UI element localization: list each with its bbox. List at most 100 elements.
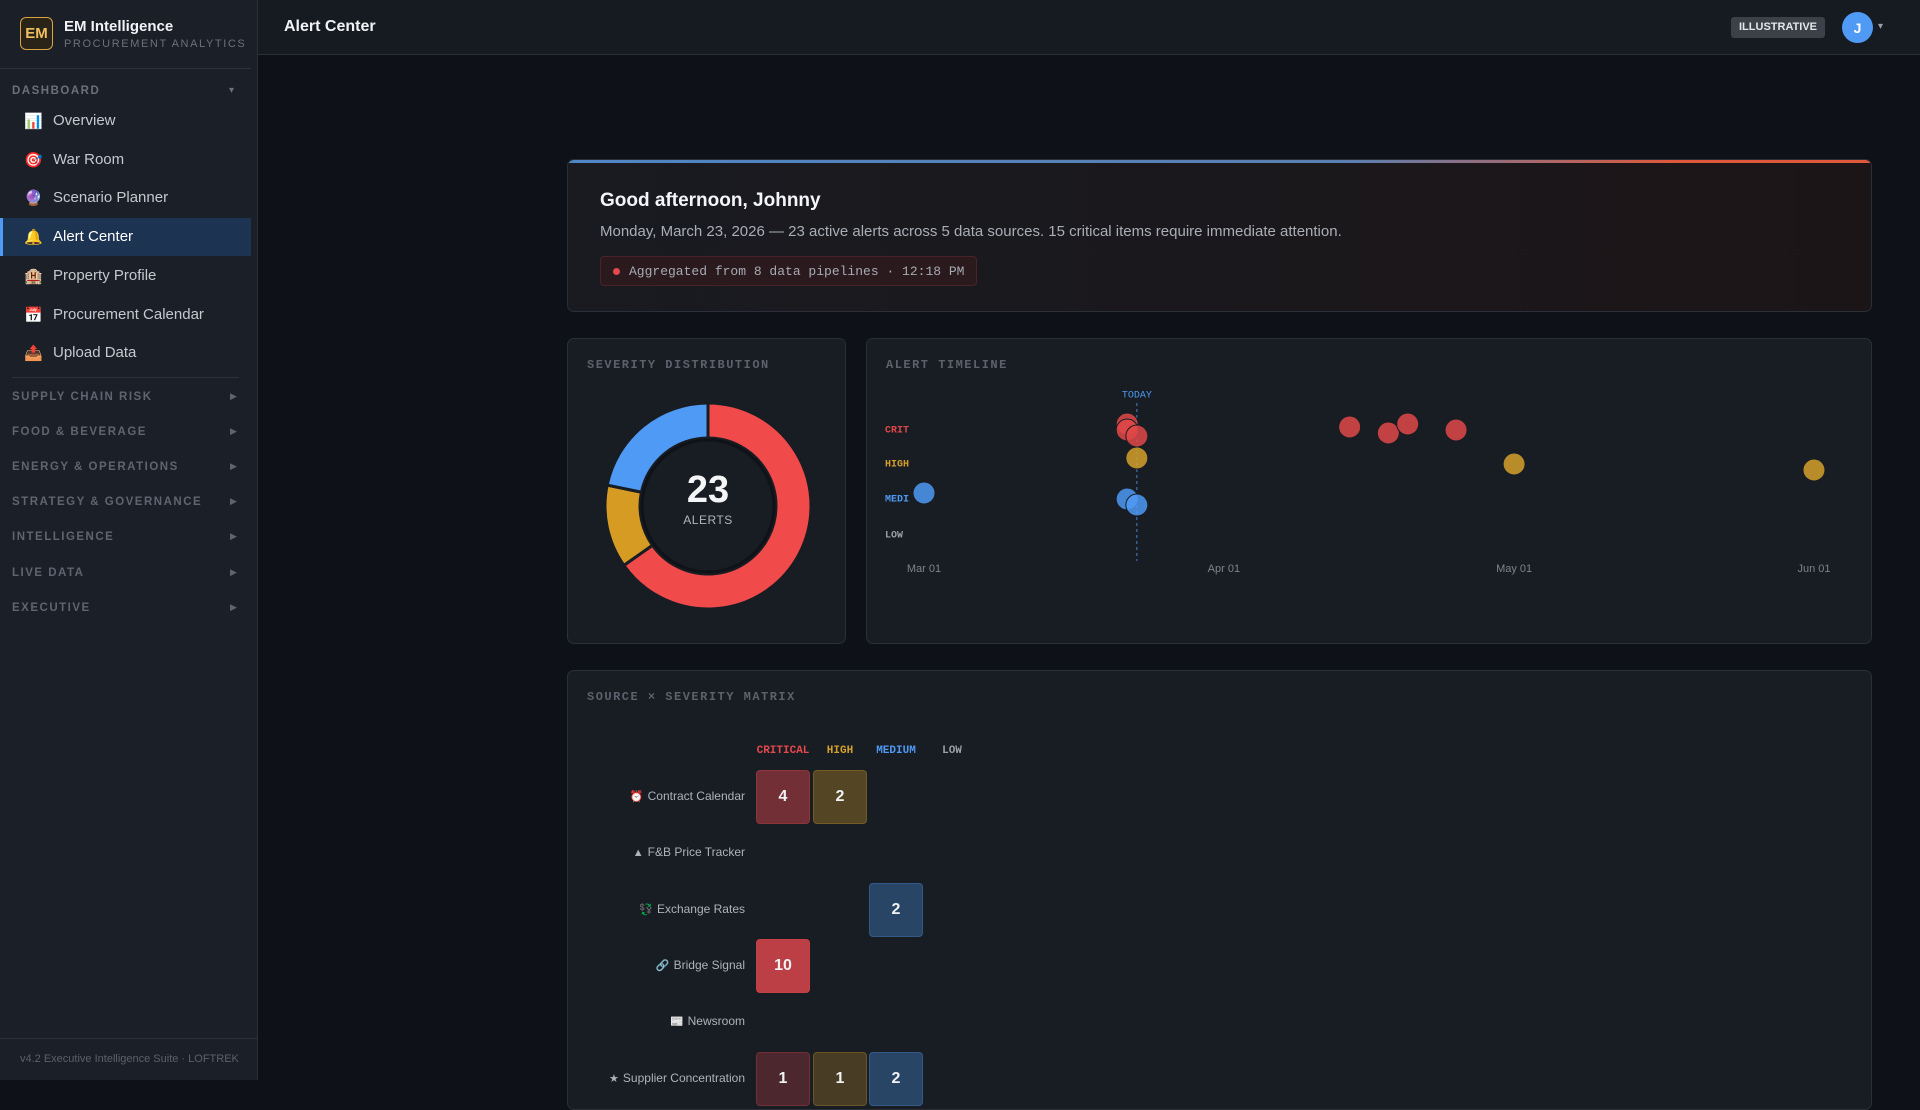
matrix-cell[interactable]: 1 [756,1052,810,1106]
today-label: TODAY [1122,391,1152,402]
donut-label: ALERTS [683,513,732,527]
lane-label: MEDI [885,495,909,506]
nav-item[interactable]: 🏨 Property Profile [0,257,251,295]
row-label: 💱 Exchange Rates [639,902,745,916]
lane-label: LOW [885,531,903,542]
row-icon: 🔗 [655,960,670,972]
nav-group[interactable]: ENERGY & OPERATIONS [12,461,179,474]
nav-item[interactable]: 🎯 War Room [0,141,251,179]
nav-icon: 🔮 [24,190,43,208]
alert-point[interactable] [912,481,936,505]
matrix-cell[interactable]: 2 [869,883,923,937]
alert-point[interactable] [1444,418,1468,442]
nav-label: Alert Center [53,228,134,246]
matrix-cell[interactable]: 10 [756,939,810,993]
alert-point[interactable] [1338,415,1362,439]
topbar: Alert Center ILLUSTRATIVE J ▾ [258,0,1920,55]
status-text: Aggregated from 8 data pipelines · 12:18… [629,264,965,279]
nav-item[interactable]: 📤 Upload Data [0,334,251,372]
brand-subtitle: PROCUREMENT ANALYTICS [64,38,247,50]
row-label: 📰 Newsroom [670,1014,745,1028]
nav-group[interactable]: FOOD & BEVERAGE [12,426,147,439]
footer: v4.2 Executive Intelligence Suite · LOFT… [20,1053,239,1065]
nav-icon: 📤 [24,345,43,363]
nav-label: Overview [53,112,116,129]
donut-chart: 23 ALERTS [603,401,813,611]
row-icon: ▲ [632,847,644,859]
matrix-cell[interactable]: 2 [869,1052,923,1106]
accent-bar [568,160,1871,163]
donut-card: SEVERITY DISTRIBUTION 23 ALERTS [567,338,846,644]
nav-icon: 🔔 [24,229,43,247]
lane-label: HIGH [885,460,909,471]
alert-point[interactable] [1802,458,1826,482]
x-tick-label: Apr 01 [1208,563,1240,575]
nav-label: Property Profile [53,266,157,284]
nav-icon: 🎯 [24,151,43,169]
x-tick-label: May 01 [1496,563,1532,575]
nav-icon: 📊 [24,113,43,130]
greeting-text: Monday, March 23, 2026 — 23 active alert… [600,223,1342,240]
nav-section[interactable]: DASHBOARD [12,85,101,97]
row-label: 🔗 Bridge Signal [656,958,745,972]
row-label: ⏰ Contract Calendar [630,789,745,803]
matrix-cell[interactable]: 1 [813,1052,867,1106]
row-icon: 💱 [639,904,653,916]
row-text: Newsroom [687,1014,745,1028]
sidebar: EM EM Intelligence PROCUREMENT ANALYTICS… [0,0,258,1080]
alert-point[interactable] [1502,452,1526,476]
nav-group[interactable]: EXECUTIVE [12,601,91,614]
alert-point[interactable] [1125,424,1149,448]
nav-group[interactable]: STRATEGY & GOVERNANCE [12,496,203,509]
timeline-chart: TODAY Mar 01 Apr 01 May 01 Jun 01 CRIT HIGH MED… [885,391,1830,575]
divider [12,377,239,378]
column-header: HIGH [826,745,854,757]
caret: ▶ [230,566,237,577]
row-text: F&B Price Tracker [647,845,745,859]
row-icon: ⏰ [629,791,644,803]
alert-point[interactable] [1376,421,1400,445]
caret: ▾ [1878,21,1884,32]
nav-label: Upload Data [53,344,137,362]
nav-item[interactable]: 🔮 Scenario Planner [0,179,251,217]
row-text: Supplier Concentration [622,1071,745,1085]
caret: ▶ [230,461,237,472]
matrix-cell[interactable]: 2 [813,770,867,824]
nav-item-active[interactable]: 🔔 Alert Center [0,218,251,257]
nav-item[interactable]: 📊 Overview [0,102,251,140]
timeline-card: ALERT TIMELINE TODAY Mar 01 Apr 01 May 01 Ju… [866,338,1872,644]
greeting-title: Good afternoon, Johnny [600,190,821,211]
row-label: ▲ F&B Price Tracker [633,845,745,859]
x-tick-label: Jun 01 [1797,563,1830,575]
caret: ▶ [230,496,237,507]
x-tick-label: Mar 01 [907,563,941,575]
row-text: Contract Calendar [647,789,745,803]
nav-item[interactable]: 📅 Procurement Calendar [0,296,251,334]
nav-group[interactable]: LIVE DATA [12,566,85,579]
nav-group[interactable]: INTELLIGENCE [12,531,115,544]
greeting-card: Good afternoon, Johnny Monday, March 23,… [567,159,1872,312]
avatar[interactable]: J [1842,12,1873,43]
status-pill: Aggregated from 8 data pipelines · 12:18… [600,256,978,286]
caret: ▶ [230,391,237,401]
page-title: Alert Center [284,18,376,35]
row-label: ★ Supplier Concentration [609,1071,745,1085]
column-header: LOW [942,745,962,757]
alert-point[interactable] [1396,412,1420,436]
alert-point[interactable] [1125,446,1149,470]
donut-segment [605,401,710,494]
card-title: SOURCE × SEVERITY MATRIX [587,690,796,704]
nav-label: War Room [53,150,125,168]
caret: ▾ [229,85,235,96]
status-dot [613,268,620,275]
row-text: Bridge Signal [673,958,745,972]
caret: ▶ [230,426,237,437]
alert-point[interactable] [1125,493,1149,517]
caret: ▶ [230,601,237,612]
caret: ▶ [230,531,237,542]
card-title: SEVERITY DISTRIBUTION [587,358,770,372]
matrix-cell[interactable]: 4 [756,770,810,824]
nav-group[interactable]: SUPPLY CHAIN RISK [12,391,153,403]
